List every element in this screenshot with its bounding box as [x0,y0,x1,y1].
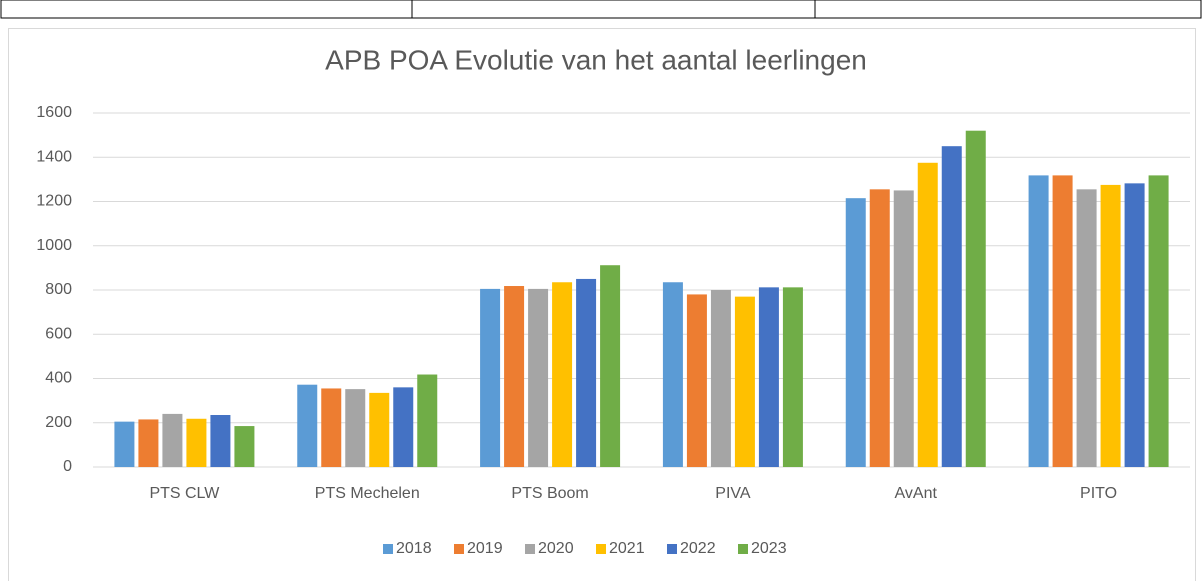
bar [504,286,525,467]
bar [114,421,135,467]
bar [480,288,501,467]
legend-label: 2023 [751,540,787,557]
legend-label: 2021 [609,540,645,557]
x-tick-label: PIVA [715,485,751,502]
bar [869,189,890,468]
x-tick-label: PTS Boom [511,485,588,502]
legend-swatch [454,544,464,554]
bar [1052,175,1073,467]
bar [528,288,549,467]
legend-label: 2022 [680,540,716,557]
bar [845,198,866,467]
y-tick-label: 200 [45,414,72,431]
y-tick-label: 800 [45,281,72,298]
y-tick-label: 1000 [36,237,72,254]
bar [1028,175,1049,467]
bar [576,278,597,467]
bar [552,282,573,467]
bar [234,426,255,467]
y-tick-label: 1400 [36,148,72,165]
legend-swatch [383,544,393,554]
bar [965,130,986,467]
bar [1076,189,1097,468]
bar [186,418,207,467]
bar [138,419,159,467]
legend-label: 2018 [396,540,432,557]
legend-label: 2020 [538,540,574,557]
legend-swatch [596,544,606,554]
bar [734,296,755,467]
x-tick-label: AvAnt [895,485,938,502]
legend-swatch [525,544,535,554]
y-tick-label: 400 [45,370,72,387]
bar [297,384,318,467]
bar [893,190,914,467]
y-tick-label: 0 [63,458,72,475]
bar [393,387,414,467]
x-tick-label: PTS CLW [149,485,220,502]
table-row [0,0,1202,19]
x-tick-label: PTS Mechelen [315,485,420,502]
bar [782,287,803,467]
bar [662,282,683,467]
bar [917,162,938,467]
bar [600,265,621,467]
bar [417,374,438,467]
legend-label: 2019 [467,540,503,557]
y-tick-label: 1200 [36,193,72,210]
bar [321,388,342,467]
bar [710,290,731,467]
bar [1100,184,1121,467]
bar [686,294,707,467]
y-tick-label: 1600 [36,104,72,121]
bar [210,415,231,467]
bar [345,389,366,467]
legend-swatch [738,544,748,554]
bar [1124,183,1145,468]
bar [1148,175,1169,467]
bar [941,146,962,467]
x-tick-label: PITO [1080,485,1117,502]
chart-title: APB POA Evolutie van het aantal leerling… [325,44,867,75]
bar [369,392,390,467]
bar [162,413,183,467]
bar [758,287,779,467]
legend-swatch [667,544,677,554]
y-tick-label: 600 [45,325,72,342]
